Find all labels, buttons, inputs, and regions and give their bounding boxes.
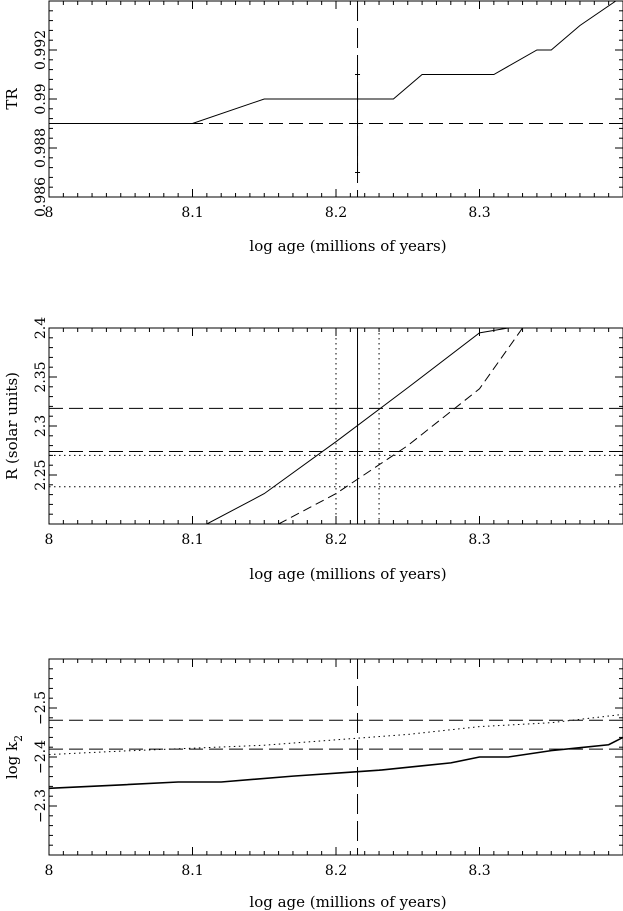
y-tick-label: −2.3: [33, 789, 49, 823]
y-tick-label: −2.5: [33, 691, 49, 725]
series-line-dashed: [278, 328, 523, 524]
series-line-solid: [49, 1, 617, 124]
panel-k: 8 8.1 8.2 8.3 −2.3 −2.4 −2.5 log age (millions …: [3, 658, 623, 911]
y-tick-label: 2.4: [33, 317, 49, 339]
y-tick-label: 2.25: [33, 459, 49, 490]
x-axis-label: log age (millions of years): [249, 565, 446, 583]
x-tick-label: 8.3: [468, 863, 490, 879]
x-tick-label: 8.2: [325, 205, 347, 221]
panel-r: 8 8.1 8.2 8.3 2.25 2.3 2.35 2.4 log age (million…: [3, 317, 623, 583]
plot-frame: [48, 327, 623, 525]
x-tick-label: 8.2: [325, 532, 347, 548]
x-axis-label: log age (millions of years): [249, 893, 446, 911]
x-axis-label: log age (millions of years): [249, 237, 446, 255]
y-tick-label: 2.35: [33, 361, 49, 392]
y-axis-label: log k2: [3, 735, 25, 779]
x-tick-label: 8.1: [181, 532, 203, 548]
series-line-solid: [49, 736, 623, 790]
x-tick-label: 8: [45, 205, 54, 221]
plot-area: [49, 1, 623, 197]
series-line-solid: [206, 328, 509, 524]
x-tick-label: 8.3: [468, 205, 490, 221]
x-tick-label: 8.3: [468, 532, 490, 548]
y-axis-label-subscript: 2: [12, 735, 25, 742]
x-tick-label: 8.1: [181, 205, 203, 221]
y-axis-label: R (solar units): [3, 372, 21, 480]
x-tick-label: 8: [45, 863, 54, 879]
panel-tr: 8 8.1 8.2 8.3 0.986 0.988 0.99 0.992 log age (mi…: [3, 0, 623, 255]
y-tick-label: 2.3: [33, 415, 49, 437]
x-tick-label: 8: [45, 532, 54, 548]
y-tick-label: 0.99: [33, 83, 49, 114]
plot-frame: [48, 658, 623, 856]
y-tick-label: 0.986: [33, 177, 49, 217]
plot-area: [49, 328, 623, 524]
y-tick-label: 0.988: [33, 128, 49, 168]
plot-area: [49, 659, 623, 855]
x-tick-label: 8.1: [181, 863, 203, 879]
y-tick-label: −2.4: [33, 740, 49, 774]
y-axis-label: TR: [3, 88, 21, 110]
y-tick-label: 0.992: [33, 30, 49, 70]
x-tick-label: 8.2: [325, 863, 347, 879]
series-line-dotted: [49, 713, 623, 756]
